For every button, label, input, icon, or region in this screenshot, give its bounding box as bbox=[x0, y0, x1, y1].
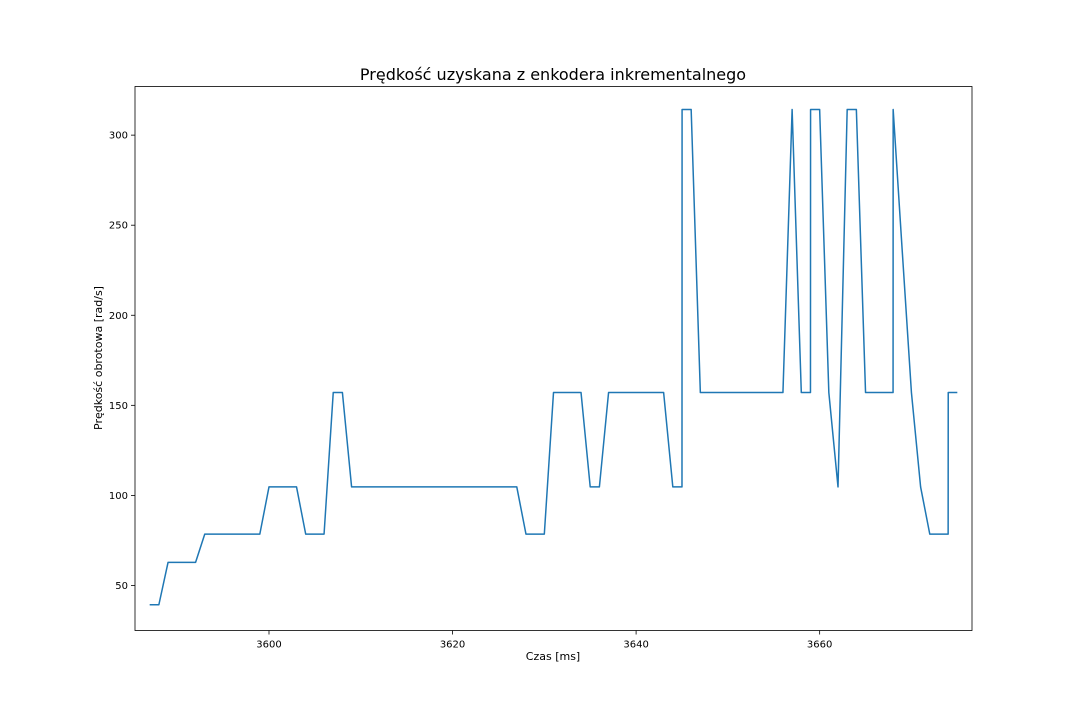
y-tick-label: 50 bbox=[115, 581, 128, 592]
y-tick-label: 100 bbox=[109, 491, 128, 502]
y-tick-label: 300 bbox=[109, 131, 128, 142]
x-tick-label: 3640 bbox=[623, 640, 648, 651]
plot-frame bbox=[134, 86, 973, 631]
y-tick-label: 200 bbox=[109, 311, 128, 322]
chart-title: Prędkość uzyskana z enkodera inkremental… bbox=[360, 65, 746, 84]
x-tick-label: 3600 bbox=[256, 640, 281, 651]
series-layer bbox=[149, 108, 958, 606]
y-axis-ticks: 50 100 150 200 250 300 bbox=[109, 131, 135, 592]
x-axis-ticks: 3600 3620 3640 3660 bbox=[256, 630, 832, 651]
y-tick-label: 150 bbox=[109, 401, 128, 412]
y-tick-label: 250 bbox=[109, 221, 128, 232]
x-tick-label: 3660 bbox=[807, 640, 832, 651]
x-tick-label: 3620 bbox=[440, 640, 465, 651]
series-line-0 bbox=[149, 108, 958, 606]
y-axis-label: Prędkość obrotowa [rad/s] bbox=[92, 286, 105, 430]
x-axis-label: Czas [ms] bbox=[526, 650, 580, 663]
